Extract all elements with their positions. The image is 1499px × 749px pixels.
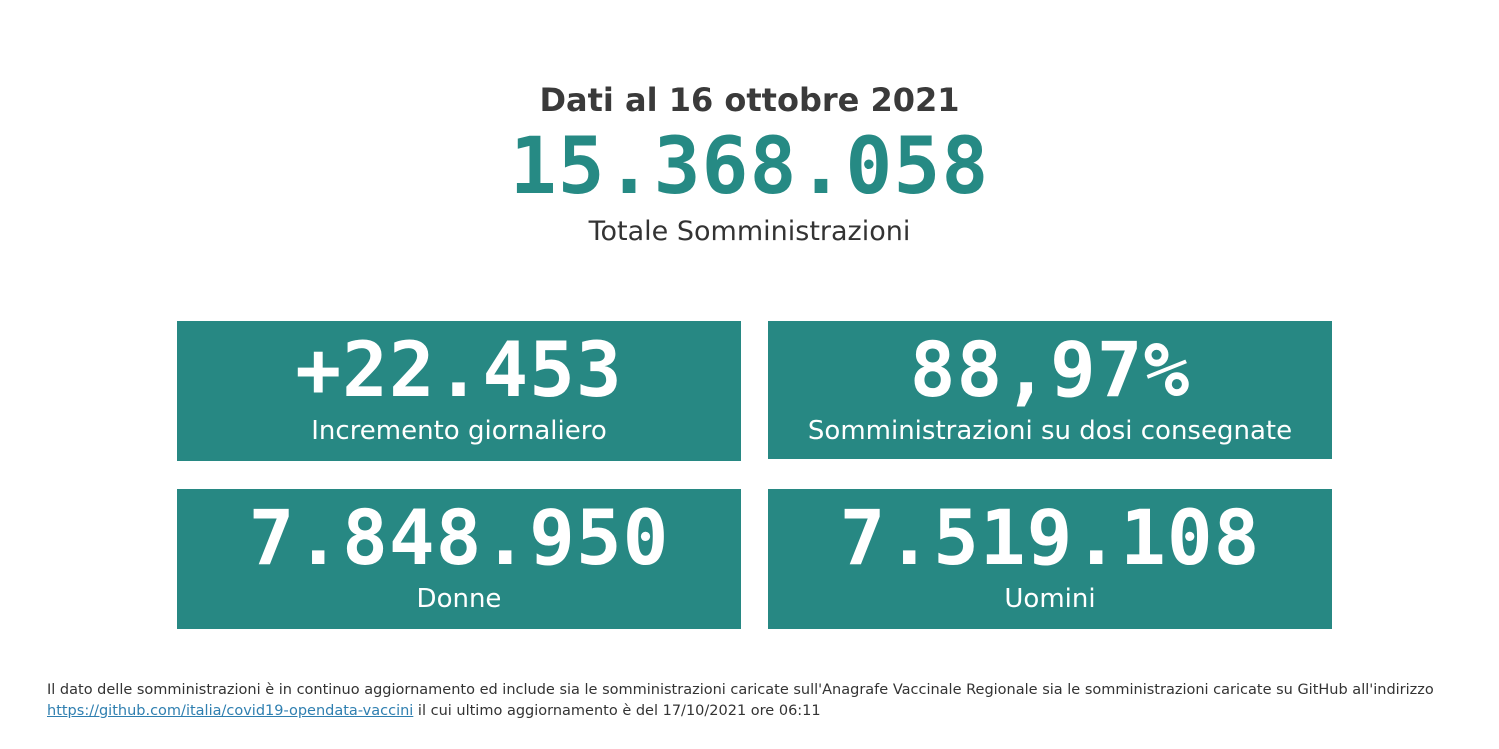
women-value: 7.848.950 (248, 493, 670, 582)
men-value: 7.519.108 (839, 493, 1261, 582)
delivered-doses-percent-value: 88,97% (909, 325, 1191, 414)
delivered-doses-percent-card: 88,97% Somministrazioni su dosi consegna… (768, 321, 1332, 459)
summary-header: Dati al 16 ottobre 2021 15.368.058 Total… (0, 78, 1499, 250)
women-card: 7.848.950 Donne (177, 489, 741, 629)
women-label: Donne (416, 584, 502, 614)
total-administrations-value: 15.368.058 (509, 122, 990, 212)
daily-increment-value: +22.453 (295, 325, 623, 414)
total-administrations-label: Totale Somministrazioni (588, 216, 911, 247)
github-repo-link[interactable]: https://github.com/italia/covid19-openda… (47, 703, 414, 719)
date-title: Dati al 16 ottobre 2021 (539, 81, 960, 119)
men-card: 7.519.108 Uomini (768, 489, 1332, 629)
men-label: Uomini (1004, 584, 1096, 614)
update-footnote: Il dato delle somministrazioni è in cont… (47, 680, 1487, 722)
footnote-text: Il dato delle somministrazioni è in cont… (47, 682, 1434, 698)
footnote-last-update: il cui ultimo aggiornamento è del 17/10/… (413, 703, 821, 719)
daily-increment-card: +22.453 Incremento giornaliero (177, 321, 741, 461)
delivered-doses-percent-label: Somministrazioni su dosi consegnate (807, 416, 1293, 446)
daily-increment-label: Incremento giornaliero (311, 416, 607, 446)
